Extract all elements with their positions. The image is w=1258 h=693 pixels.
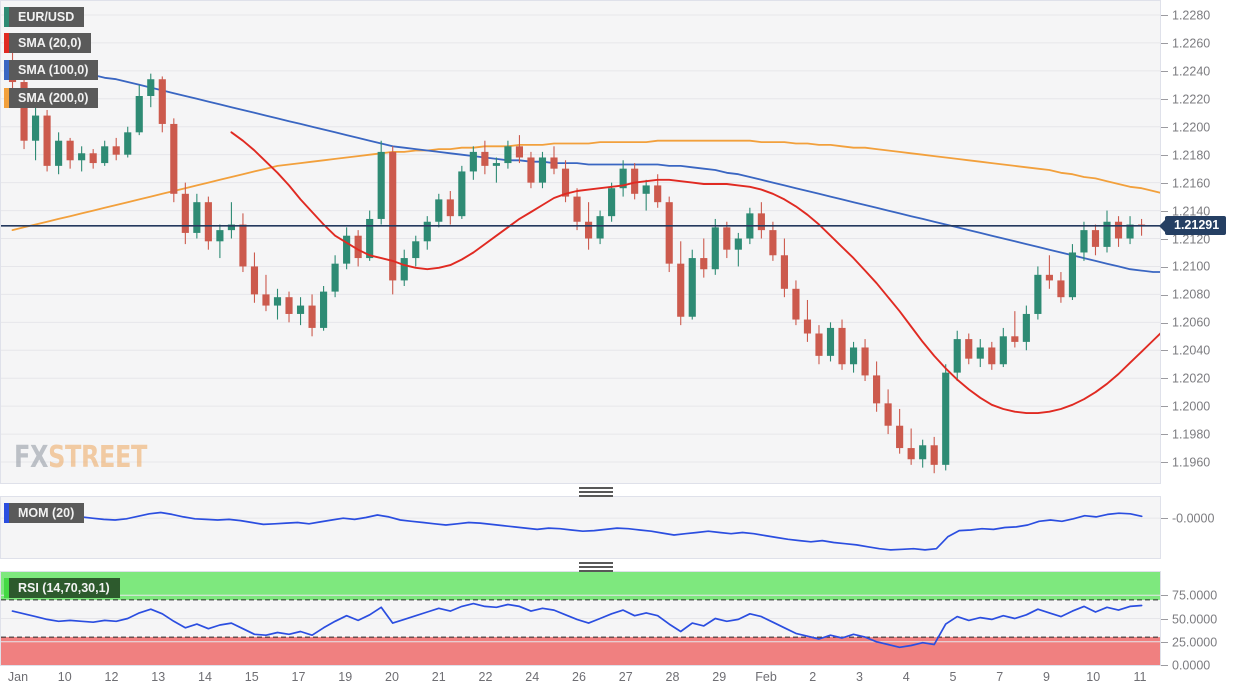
date-axis-label: 12	[104, 670, 119, 684]
price-axis-tick-7: 1.2140	[1161, 204, 1258, 218]
momentum-panel[interactable]	[0, 496, 1161, 559]
legend-label-rsi: RSI (14,70,30,1)	[9, 578, 120, 598]
legend-swatch-sma200	[4, 88, 9, 108]
date-axis-label: 17	[291, 670, 306, 684]
date-axis-label: 28	[665, 670, 680, 684]
date-axis-label: Jan	[7, 670, 29, 684]
price-axis-tick-0: 1.2280	[1161, 8, 1258, 23]
current-price-badge[interactable]: 1.21291	[1158, 216, 1227, 236]
price-axis-tick-11: 1.2060	[1161, 315, 1258, 330]
legend-label-sma100: SMA (100,0)	[9, 60, 99, 80]
price-axis-tick-8: 1.2120	[1161, 232, 1258, 246]
date-axis-label: 27	[618, 670, 633, 684]
date-axis-label: 22	[478, 670, 493, 684]
price-axis-tick-2: 1.2240	[1161, 64, 1258, 79]
date-axis-label: 4	[902, 670, 910, 684]
mom-axis-tick-0: -0.0000	[1161, 511, 1258, 526]
price-axis-tick-14: 1.2000	[1161, 399, 1258, 414]
price-axis-tick-6: 1.2160	[1161, 176, 1258, 190]
date-axis-label: 13	[151, 670, 166, 684]
price-chart-panel[interactable]	[0, 0, 1161, 484]
legend-sma200[interactable]: SMA (200,0)	[4, 88, 99, 108]
date-axis-label: 14	[198, 670, 212, 684]
date-axis[interactable]: Jan 10 12 13 14 15 17 19 20 21 22 24 26 27 28 29 Feb 2 3 4 5…	[0, 666, 1161, 693]
legend-mom[interactable]: MOM (20)	[4, 503, 85, 523]
panel-resize-grip-mom[interactable]	[579, 562, 613, 573]
price-axis[interactable]: 1.2280 1.2260 1.2240 1.2220 1.2200 1.2180 1.21…	[1158, 0, 1258, 673]
legend-rsi[interactable]: RSI (14,70,30,1)	[4, 578, 120, 598]
date-axis-label: 10	[1086, 670, 1101, 684]
price-axis-tick-16: 1.1960	[1161, 455, 1258, 470]
panel-resize-grip-price[interactable]	[579, 487, 613, 498]
legend-sma100[interactable]: SMA (100,0)	[4, 60, 99, 80]
date-axis-label: 26	[572, 670, 586, 684]
date-axis-label: 7	[996, 670, 1004, 684]
price-axis-tick-13: 1.2020	[1161, 371, 1258, 386]
date-axis-label: 24	[525, 670, 540, 684]
price-axis-tick-9: 1.2100	[1161, 259, 1258, 274]
date-axis-label: 9	[1043, 670, 1050, 684]
legend-eurusd[interactable]: EUR/USD	[4, 7, 85, 27]
legend-label-sma200: SMA (200,0)	[9, 88, 99, 108]
legend-swatch-eurusd	[4, 7, 9, 27]
rsi-canvas	[1, 572, 1160, 665]
price-chart-canvas	[1, 14, 1160, 474]
date-axis-label: 11	[1133, 670, 1147, 684]
legend-swatch-sma20	[4, 33, 9, 53]
date-axis-label: 3	[856, 670, 863, 684]
rsi-axis-tick-3: 0.0000	[1161, 658, 1258, 673]
legend-sma20[interactable]: SMA (20,0)	[4, 33, 92, 53]
watermark-fx: FX	[14, 440, 49, 475]
date-axis-label: 21	[431, 670, 446, 684]
price-axis-tick-10: 1.2080	[1161, 287, 1258, 302]
legend-label-mom: MOM (20)	[9, 503, 85, 523]
momentum-canvas	[1, 504, 1160, 551]
price-axis-tick-1: 1.2260	[1161, 36, 1258, 51]
price-axis-tick-4: 1.2200	[1161, 120, 1258, 134]
legend-label-sma20: SMA (20,0)	[9, 33, 92, 53]
rsi-axis-tick-2: 25.0000	[1161, 635, 1258, 649]
date-axis-label: 2	[809, 670, 817, 684]
date-axis-label: 19	[338, 670, 353, 684]
price-axis-tick-12: 1.2040	[1161, 343, 1258, 358]
legend-label-eurusd: EUR/USD	[9, 7, 85, 27]
legend-swatch-mom	[4, 503, 9, 523]
legend-swatch-rsi	[4, 578, 9, 598]
price-axis-tick-5: 1.2180	[1161, 148, 1258, 162]
price-axis-tick-15: 1.1980	[1161, 427, 1258, 442]
date-axis-label: 29	[712, 670, 727, 684]
rsi-panel[interactable]	[0, 571, 1161, 666]
watermark-street: STREET	[48, 440, 147, 475]
legend-swatch-sma100	[4, 60, 9, 80]
price-axis-tick-3: 1.2220	[1161, 92, 1258, 107]
date-axis-label: 20	[385, 670, 399, 684]
rsi-axis-tick-0: 75.0000	[1161, 588, 1258, 603]
date-axis-label: Feb	[755, 670, 777, 684]
date-axis-label: 10	[57, 670, 72, 684]
rsi-axis-tick-1: 50.0000	[1161, 612, 1258, 626]
fxstreet-watermark: FXSTREET	[14, 440, 147, 475]
date-axis-label: 15	[244, 670, 259, 684]
date-axis-label: 5	[949, 670, 957, 684]
